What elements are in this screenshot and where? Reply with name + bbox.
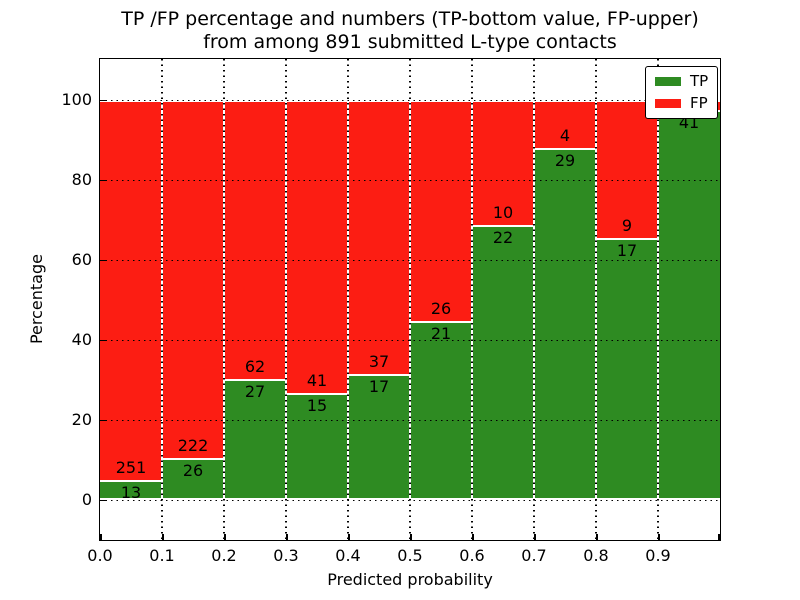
x-tick-label: 0.3	[273, 546, 299, 565]
tp-count-label: 13	[120, 483, 142, 503]
tp-bar-segment	[658, 109, 720, 500]
legend-item-label: FP	[690, 94, 708, 112]
tp-count-label: 22	[492, 227, 514, 247]
y-tick-label: 40	[71, 330, 92, 349]
y-tick-label: 80	[71, 170, 92, 189]
x-tick-label: 0.9	[645, 546, 671, 565]
chart-title-line1: TP /FP percentage and numbers (TP-bottom…	[121, 8, 699, 30]
tp-bar-segment	[348, 374, 410, 500]
x-axis-tick	[472, 534, 474, 540]
chart-title: TP /FP percentage and numbers (TP-bottom…	[100, 8, 720, 54]
tp-count-label: 27	[244, 381, 266, 401]
fp-count-label: 9	[621, 216, 633, 236]
tp-count-label: 15	[306, 395, 328, 415]
fp-bar-segment	[348, 100, 410, 374]
x-tick-label: 0.1	[149, 546, 175, 565]
x-axis-label: Predicted probability	[327, 570, 493, 589]
vertical-gridline	[471, 59, 473, 540]
vertical-gridline	[223, 59, 225, 540]
x-tick-label: 0.6	[459, 546, 485, 565]
y-tick-label: 20	[71, 410, 92, 429]
tp-bar-segment	[224, 378, 286, 500]
vertical-gridline	[347, 59, 349, 540]
x-tick-label: 0.4	[335, 546, 361, 565]
tp-count-label: 29	[554, 151, 576, 171]
fp-bar-segment	[100, 100, 162, 481]
y-tick-label: 100	[61, 90, 92, 109]
y-axis-tick	[100, 99, 106, 101]
y-axis-tick	[100, 179, 106, 181]
plot-area: 251 13 222 26 62 27 41 15 37 17 26 21 10 22 4 29 9 17 41	[99, 58, 721, 541]
fp-count-label: 37	[368, 352, 390, 371]
tp-bar-segment	[410, 321, 472, 500]
legend-item: TP	[655, 74, 708, 89]
y-axis-label: Percentage	[27, 254, 46, 345]
x-axis-tick	[596, 534, 598, 540]
horizontal-gridline	[100, 419, 720, 421]
legend: TP FP	[645, 66, 719, 119]
horizontal-gridline	[100, 179, 720, 181]
y-axis-tick	[100, 259, 106, 261]
fp-count-label: 4	[559, 126, 571, 146]
fp-bar-segment	[286, 100, 348, 393]
fp-count-label: 222	[177, 436, 209, 455]
fp-bar-segment	[410, 100, 472, 322]
x-axis-tick	[224, 534, 226, 540]
vertical-gridline	[409, 59, 411, 540]
x-axis-tick	[658, 534, 660, 540]
vertical-gridline	[657, 59, 659, 540]
x-tick-label: 0.2	[211, 546, 237, 565]
vertical-gridline	[533, 59, 535, 540]
fp-bar-segment	[162, 100, 224, 458]
x-axis-tick	[534, 534, 536, 540]
y-tick-label: 0	[81, 490, 92, 509]
fp-swatch-icon	[655, 99, 681, 108]
x-axis-tick	[286, 534, 288, 540]
tp-count-label: 17	[368, 377, 390, 396]
x-axis-tick	[348, 534, 350, 540]
y-axis-tick	[100, 339, 106, 341]
y-axis-tick	[100, 419, 106, 421]
vertical-gridline	[285, 59, 287, 540]
fp-count-label: 26	[430, 299, 452, 319]
x-axis-tick	[162, 534, 164, 540]
tp-bar-segment	[596, 238, 658, 500]
tp-count-label: 21	[430, 324, 452, 344]
legend-item-label: TP	[690, 72, 709, 90]
vertical-gridline	[161, 59, 163, 540]
fp-count-label: 41	[306, 370, 328, 390]
chart-title-line2: from among 891 submitted L-type contacts	[203, 31, 617, 53]
tp-swatch-icon	[655, 77, 681, 86]
x-axis-tick	[718, 534, 720, 540]
tp-bar-segment	[472, 224, 534, 500]
fp-bar-segment	[534, 100, 596, 149]
tp-count-label: 26	[182, 461, 204, 480]
x-axis-tick	[100, 534, 102, 540]
x-tick-label: 0.7	[521, 546, 547, 565]
horizontal-gridline	[100, 339, 720, 341]
fp-bar-segment	[224, 100, 286, 379]
fp-bar-segment	[596, 100, 658, 239]
x-tick-label: 0.0	[87, 546, 113, 565]
horizontal-gridline	[100, 259, 720, 261]
fp-count-label: 62	[244, 356, 266, 376]
x-tick-label: 0.8	[583, 546, 609, 565]
y-tick-label: 60	[71, 250, 92, 269]
tp-bar-segment	[534, 148, 596, 500]
y-axis-tick	[100, 499, 106, 501]
horizontal-gridline	[100, 99, 720, 101]
tp-bar-segment	[162, 458, 224, 500]
vertical-gridline	[595, 59, 597, 540]
fp-count-label: 251	[115, 458, 147, 478]
tp-bar-segment	[100, 480, 162, 500]
legend-item: FP	[655, 96, 708, 111]
x-axis-tick	[410, 534, 412, 540]
tp-count-label: 17	[616, 241, 638, 261]
horizontal-gridline	[100, 499, 720, 501]
x-tick-label: 0.5	[397, 546, 423, 565]
fp-count-label: 10	[492, 202, 514, 222]
tp-bar-segment	[286, 392, 348, 500]
